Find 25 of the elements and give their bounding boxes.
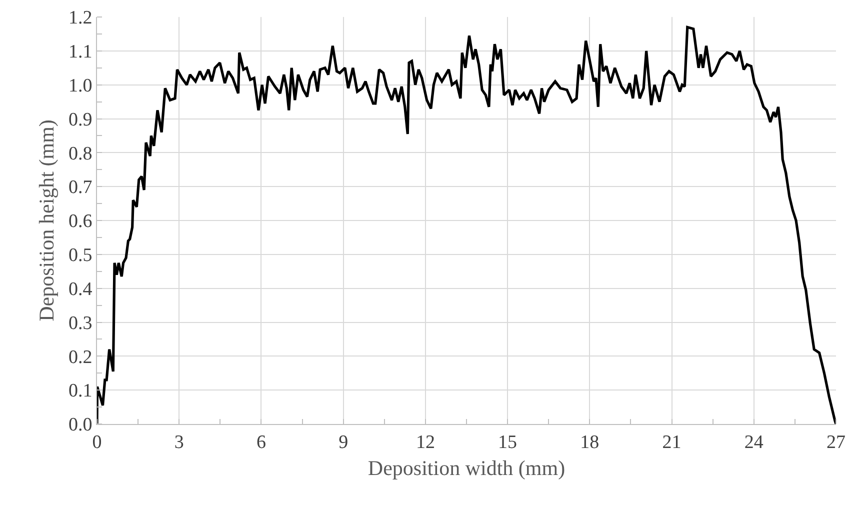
y-tick-label: 0.3 — [68, 312, 92, 334]
y-tick-label: 0.6 — [68, 211, 92, 232]
x-tick-label: 27 — [826, 432, 846, 453]
y-tick-label: 1.1 — [68, 42, 92, 63]
y-axis-title: Deposition height (mm) — [34, 120, 59, 322]
x-tick-label: 6 — [256, 432, 266, 453]
y-tick-label: 0.2 — [68, 346, 92, 368]
x-tick-label: 3 — [174, 432, 184, 453]
y-tick-label: 0.1 — [68, 380, 92, 402]
y-tick-label: 0.9 — [68, 109, 92, 130]
y-tick-label: 0.8 — [68, 143, 92, 164]
y-tick-label: 1.0 — [68, 75, 92, 96]
x-tick-label: 12 — [416, 432, 435, 453]
x-axis-title: Deposition width (mm) — [368, 456, 566, 480]
x-tick-label: 9 — [338, 432, 348, 453]
x-tick-label: 15 — [498, 432, 518, 453]
x-tick-label: 21 — [662, 432, 682, 453]
y-tick-label: 0.4 — [68, 278, 93, 300]
x-tick-label: 0 — [92, 432, 102, 453]
x-tick-label: 18 — [580, 432, 600, 453]
y-tick-label: 1.2 — [68, 8, 92, 29]
y-tick-label: 0.7 — [68, 177, 92, 198]
x-tick-label: 24 — [744, 432, 764, 453]
y-tick-label: 0.5 — [68, 245, 92, 266]
y-tick-label: 0.0 — [68, 414, 92, 436]
